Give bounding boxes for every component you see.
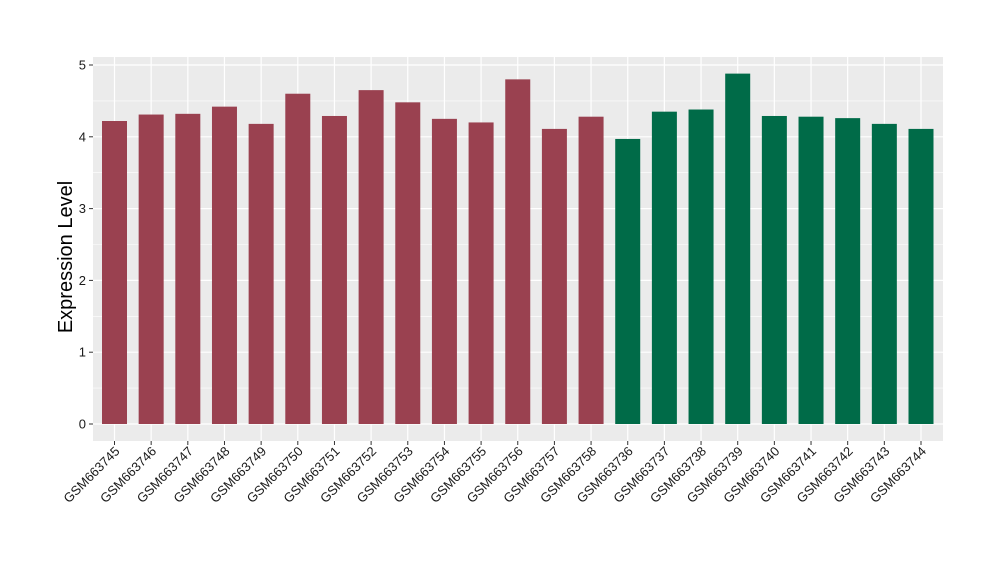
bar: [395, 102, 421, 424]
bar: [248, 123, 274, 424]
bar: [102, 121, 127, 424]
bar: [651, 111, 677, 425]
bars-group: [102, 73, 934, 425]
bar: [175, 113, 201, 424]
bar: [285, 93, 311, 424]
bar: [431, 118, 457, 424]
bar: [321, 115, 347, 424]
bar: [211, 106, 237, 425]
bar: [761, 115, 787, 424]
bar: [688, 109, 714, 425]
bar: [578, 116, 604, 425]
y-tick-label: 1: [79, 345, 86, 360]
bar: [541, 128, 567, 425]
bar: [468, 122, 494, 424]
bar: [615, 138, 641, 425]
bar: [505, 79, 531, 425]
bar: [725, 73, 751, 424]
y-tick-label: 0: [79, 417, 86, 432]
y-tick-label: 4: [79, 129, 86, 144]
bar: [798, 116, 824, 425]
bar: [358, 90, 384, 424]
y-axis: 0 1 2 3 4 5: [79, 58, 93, 432]
bar: [835, 118, 861, 424]
bar: [908, 128, 934, 425]
bar: [871, 123, 897, 424]
y-tick-label: 5: [79, 58, 86, 73]
bar: [138, 114, 164, 425]
y-tick-label: 3: [79, 201, 86, 216]
x-axis: GSM663745GSM663746GSM663747GSM663748GSM6…: [60, 441, 929, 506]
y-axis-title: Expression Level: [55, 181, 77, 333]
y-tick-label: 2: [79, 273, 86, 288]
